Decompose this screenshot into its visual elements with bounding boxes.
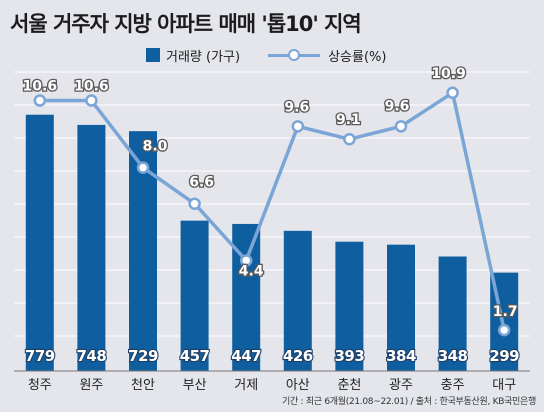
bar-value-부산: 457 <box>180 347 210 365</box>
bar-value-원주: 748 <box>76 347 106 365</box>
rate-point-청주 <box>33 94 47 107</box>
rate-point-광주 <box>394 120 408 133</box>
category-label: 충주 <box>441 378 465 393</box>
category-label: 아산 <box>286 378 310 393</box>
bar-원주 <box>77 124 106 372</box>
bar-value-광주: 384 <box>386 347 416 365</box>
rate-label-부산: 6.6 <box>189 175 214 191</box>
bar-value-천안: 729 <box>128 347 158 365</box>
rate-label-광주: 9.6 <box>385 98 410 114</box>
bar-value-춘천: 393 <box>334 347 364 365</box>
bar-춘천 <box>335 241 364 371</box>
bar-부산 <box>180 220 209 371</box>
legend-line-swatch <box>268 48 321 62</box>
rate-point-충주 <box>446 86 459 100</box>
category-label: 대구 <box>492 378 516 393</box>
bar-광주 <box>387 244 415 371</box>
rate-label-아산: 9.6 <box>284 99 309 115</box>
bar-청주 <box>25 114 54 372</box>
bar-value-아산: 426 <box>283 347 313 365</box>
rate-point-원주 <box>85 94 98 107</box>
rate-label-춘천: 9.1 <box>336 112 361 128</box>
category-label: 부산 <box>183 378 207 393</box>
rate-label-충주: 10.9 <box>431 66 466 82</box>
bar-value-거제: 447 <box>231 347 261 365</box>
rate-point-거제 <box>239 254 253 267</box>
category-label: 광주 <box>389 378 413 393</box>
rate-point-대구 <box>497 323 511 337</box>
category-label: 청주 <box>28 378 52 393</box>
category-label: 춘천 <box>337 378 361 393</box>
bar-아산 <box>283 230 312 371</box>
chart-title: 서울 거주자 지방 아파트 매매 '톱10' 지역 <box>10 12 362 36</box>
legend-bar-label: 거래량 (가구) <box>166 49 241 65</box>
rate-point-춘천 <box>343 132 356 146</box>
source-footnote: 기간 : 최근 6개월(21.08~22.01) / 출처 : 한국부동산원, … <box>282 397 536 407</box>
rate-label-청주: 10.6 <box>23 79 58 95</box>
bar-value-충주: 348 <box>438 347 468 365</box>
bar-충주 <box>438 256 467 371</box>
bar-value-대구: 299 <box>489 347 519 365</box>
chart-legend: 거래량 (가구) 상승률(%) <box>146 44 386 66</box>
category-label: 거제 <box>234 378 258 393</box>
rate-label-거제: 4.4 <box>239 263 264 279</box>
bar-value-청주: 779 <box>25 347 55 365</box>
rate-line <box>39 91 506 331</box>
legend-line-label: 상승률(%) <box>328 49 387 65</box>
rate-point-부산 <box>188 197 201 210</box>
rate-label-천안: 8.0 <box>143 139 168 155</box>
legend-bar-swatch <box>146 48 160 62</box>
rate-point-천안 <box>136 161 150 174</box>
category-label: 천안 <box>131 378 155 393</box>
rate-label-대구: 1.7 <box>493 304 518 320</box>
rate-point-아산 <box>291 120 305 133</box>
rate-label-원주: 10.6 <box>74 79 109 95</box>
category-label: 원주 <box>79 378 103 393</box>
